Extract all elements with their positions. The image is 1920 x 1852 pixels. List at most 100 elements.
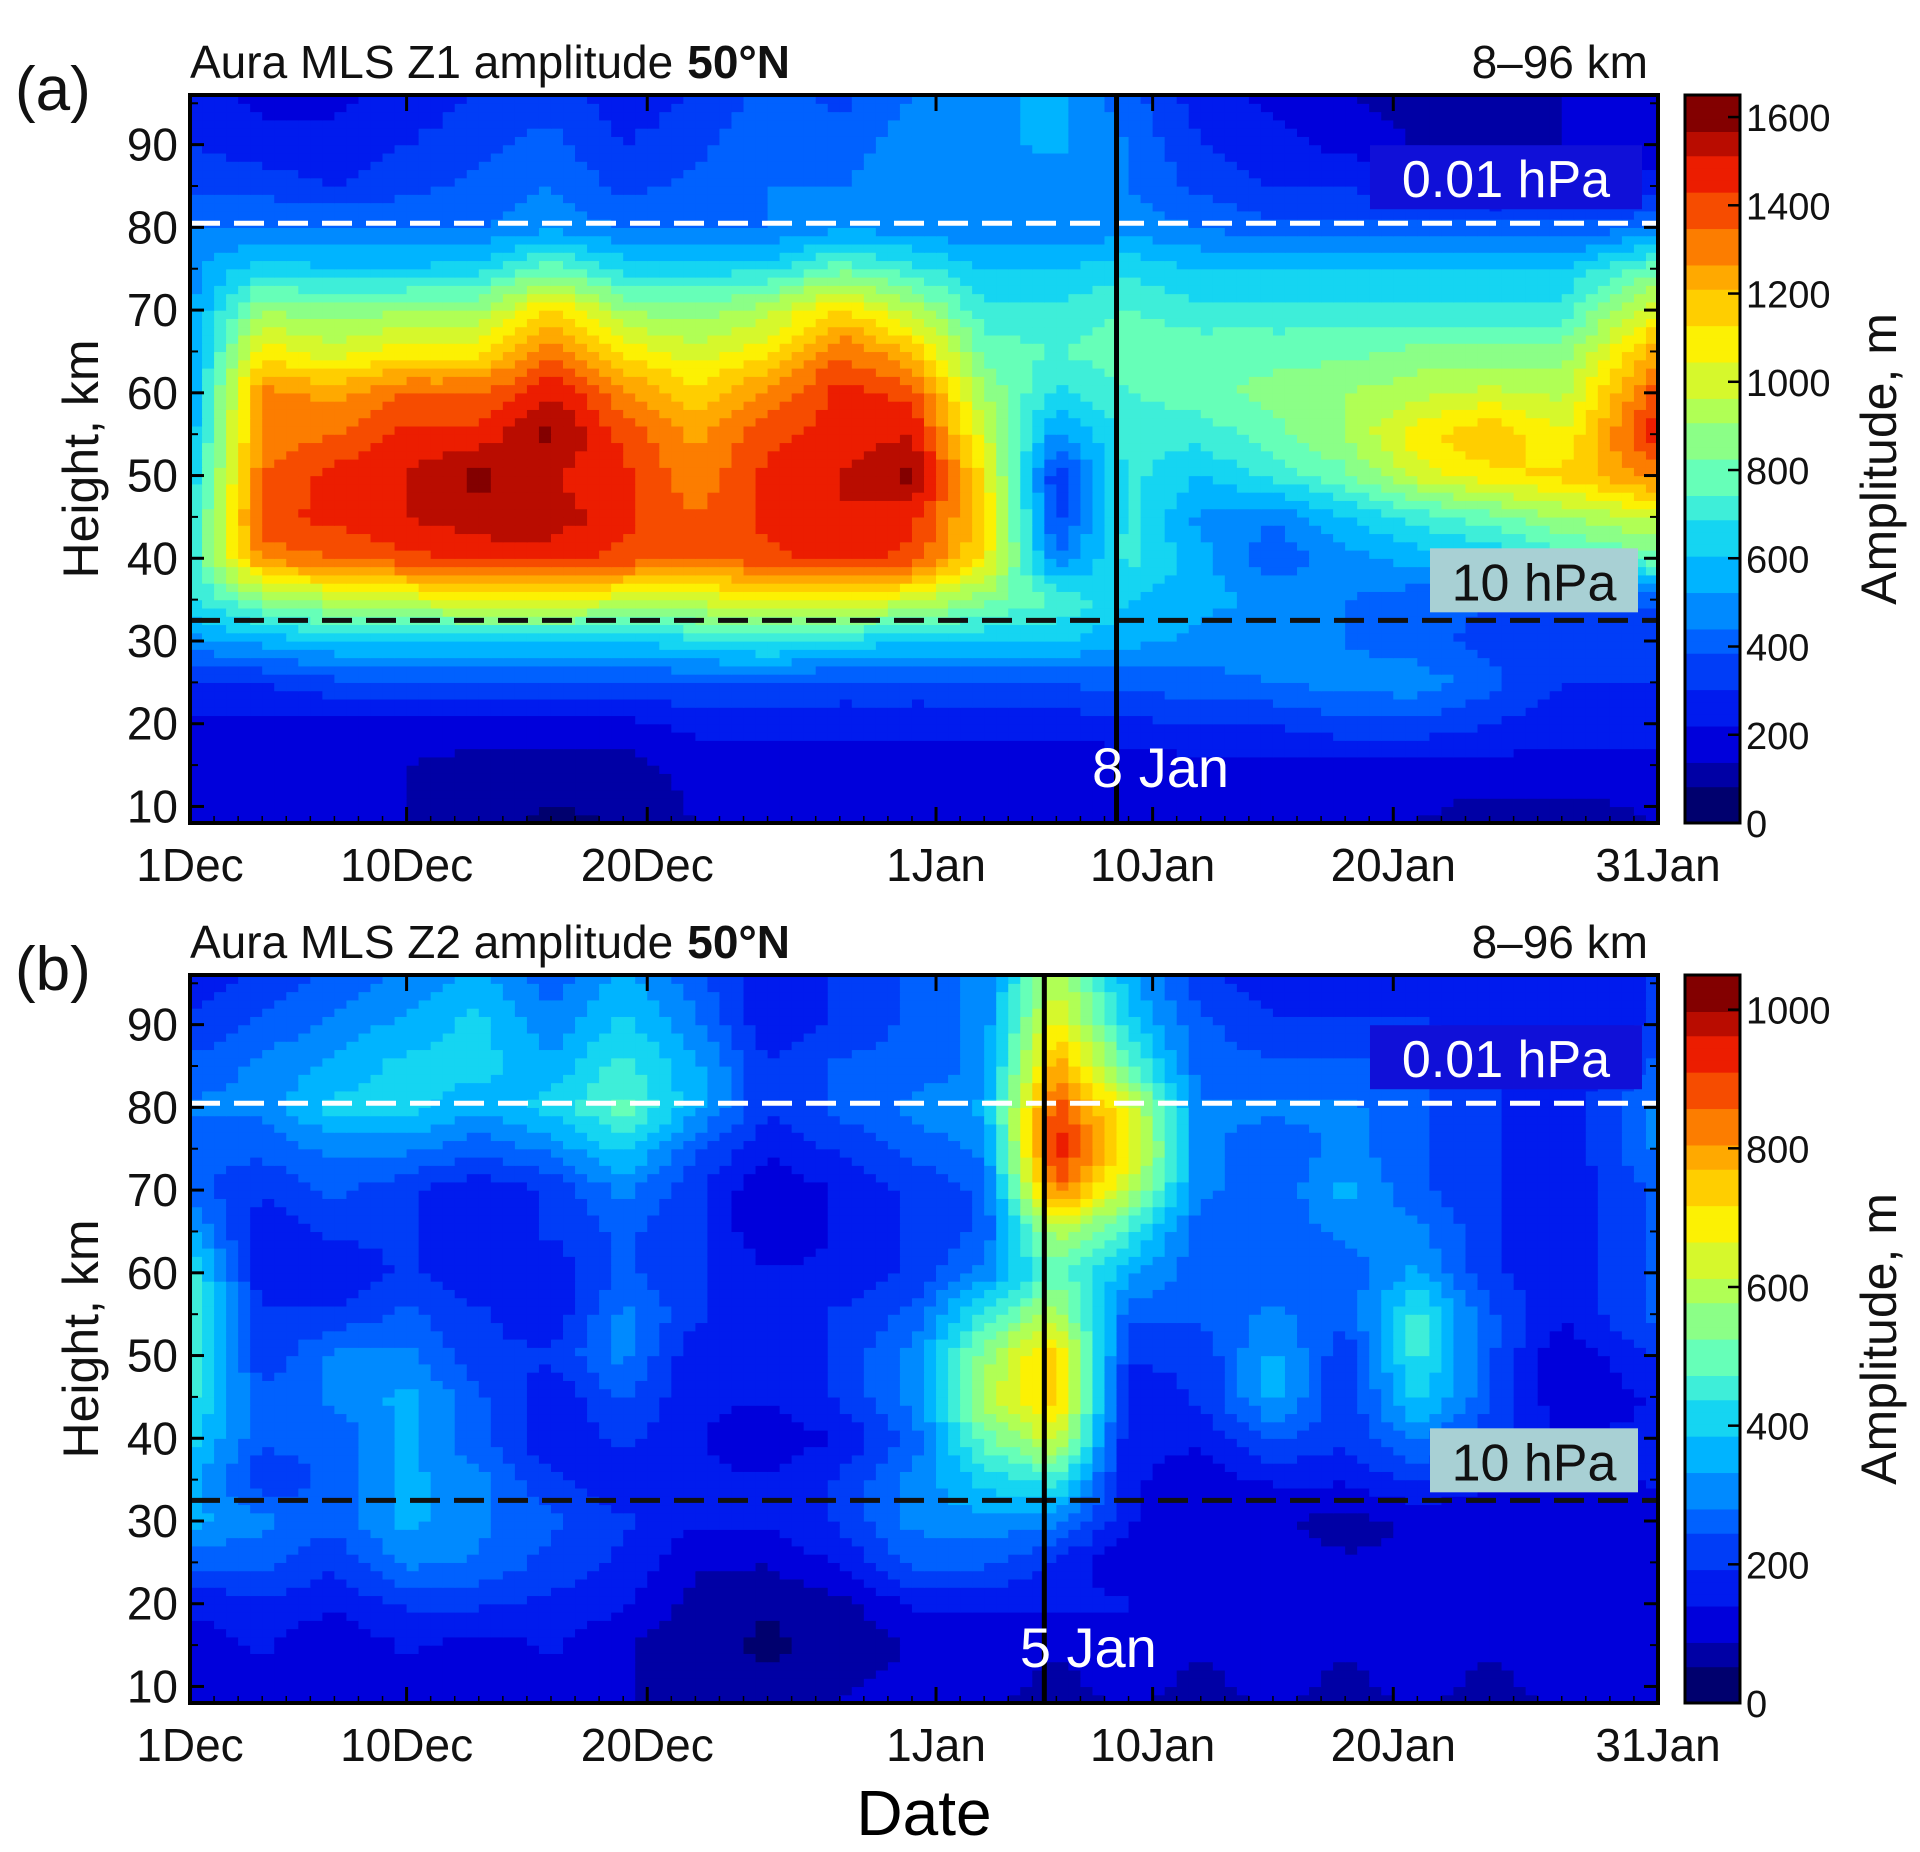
heatmap-cell bbox=[1092, 483, 1106, 493]
heatmap-cell bbox=[659, 566, 672, 576]
heatmap-cell bbox=[250, 574, 263, 584]
heatmap-cell bbox=[1044, 748, 1057, 758]
heatmap-cell bbox=[1381, 740, 1394, 750]
heatmap-cell bbox=[1357, 748, 1370, 758]
heatmap-cell bbox=[899, 707, 913, 717]
heatmap-cell bbox=[683, 781, 696, 791]
heatmap-cell bbox=[1537, 525, 1551, 535]
heatmap-cell bbox=[190, 814, 203, 824]
heatmap-cell bbox=[1068, 723, 1082, 733]
heatmap-cell bbox=[406, 765, 420, 774]
heatmap-cell bbox=[298, 641, 311, 650]
heatmap-cell bbox=[1561, 483, 1575, 493]
heatmap-cell bbox=[1573, 632, 1587, 642]
heatmap-cell bbox=[1333, 781, 1346, 791]
heatmap-cell bbox=[1417, 715, 1430, 725]
heatmap-cell bbox=[1369, 483, 1382, 493]
heatmap-cell bbox=[214, 674, 227, 683]
heatmap-cell bbox=[538, 566, 552, 576]
heatmap-cell bbox=[996, 492, 1009, 501]
heatmap-cell bbox=[358, 632, 372, 642]
heatmap-cell bbox=[286, 607, 299, 617]
heatmap-cell bbox=[514, 740, 528, 750]
heatmap-cell bbox=[948, 740, 961, 750]
heatmap-cell bbox=[1056, 649, 1069, 659]
heatmap-cell bbox=[1537, 641, 1551, 650]
heatmap-cell bbox=[490, 715, 504, 725]
heatmap-cell bbox=[1128, 525, 1142, 535]
heatmap-cell bbox=[1248, 707, 1262, 717]
heatmap-cell bbox=[526, 674, 540, 683]
heatmap-cell bbox=[611, 492, 624, 501]
heatmap-cell bbox=[1020, 723, 1033, 733]
heatmap-cell bbox=[370, 632, 384, 642]
heatmap-cell bbox=[1188, 525, 1202, 535]
heatmap-cell bbox=[1321, 566, 1334, 576]
heatmap-cell bbox=[1513, 781, 1527, 791]
heatmap-cell bbox=[1645, 550, 1659, 559]
heatmap-cell bbox=[1200, 698, 1214, 708]
heatmap-cell bbox=[286, 740, 299, 750]
heatmap-cell bbox=[683, 492, 696, 501]
heatmap-cell bbox=[1188, 492, 1202, 501]
heatmap-cell bbox=[214, 516, 227, 526]
heatmap-cell bbox=[490, 632, 504, 642]
heatmap-cell bbox=[1453, 657, 1467, 667]
heatmap-cell bbox=[238, 715, 251, 725]
heatmap-cell bbox=[1224, 632, 1238, 642]
heatmap-cell bbox=[899, 574, 913, 584]
heatmap-cell bbox=[214, 740, 227, 750]
heatmap-cell bbox=[1056, 533, 1069, 543]
heatmap-cell bbox=[1513, 732, 1527, 741]
heatmap-cell bbox=[1128, 516, 1142, 526]
heatmap-cell bbox=[827, 740, 841, 750]
heatmap-cell bbox=[731, 607, 745, 617]
heatmap-cell bbox=[1645, 781, 1659, 791]
heatmap-cell bbox=[190, 674, 203, 683]
heatmap-cell bbox=[1357, 483, 1370, 493]
heatmap-cell bbox=[899, 533, 913, 543]
heatmap-cell bbox=[563, 632, 576, 642]
heatmap-cell bbox=[1405, 748, 1418, 758]
heatmap-cell bbox=[731, 798, 745, 808]
heatmap-cell bbox=[1284, 657, 1298, 667]
heatmap-cell bbox=[1056, 740, 1069, 750]
heatmap-cell bbox=[1164, 715, 1178, 725]
heatmap-cell bbox=[286, 781, 299, 791]
heatmap-cell bbox=[1068, 591, 1082, 601]
heatmap-cell bbox=[791, 550, 805, 559]
heatmap-cell bbox=[623, 707, 636, 717]
heatmap-cell bbox=[298, 541, 311, 551]
heatmap-cell bbox=[1092, 773, 1106, 783]
heatmap-cell bbox=[1152, 516, 1166, 526]
heatmap-cell bbox=[1405, 558, 1418, 568]
heatmap-cell bbox=[490, 533, 504, 543]
heatmap-cell bbox=[1284, 483, 1298, 493]
heatmap-cell bbox=[659, 591, 672, 601]
heatmap-cell bbox=[827, 533, 841, 543]
heatmap-cell bbox=[1561, 707, 1575, 717]
heatmap-cell bbox=[1573, 756, 1587, 766]
heatmap-cell bbox=[382, 723, 396, 733]
heatmap-cell bbox=[623, 641, 636, 650]
heatmap-cell bbox=[707, 798, 721, 808]
heatmap-cell bbox=[1140, 765, 1154, 774]
heatmap-cell bbox=[1020, 508, 1033, 518]
heatmap-cell bbox=[382, 566, 396, 576]
heatmap-cell bbox=[526, 657, 540, 667]
heatmap-cell bbox=[911, 748, 925, 758]
heatmap-cell bbox=[346, 798, 360, 808]
heatmap-cell bbox=[1176, 500, 1190, 510]
heatmap-cell bbox=[214, 789, 227, 799]
heatmap-cell bbox=[911, 773, 925, 783]
heatmap-cell bbox=[514, 550, 528, 559]
heatmap-cell bbox=[623, 773, 636, 783]
heatmap-cell bbox=[1513, 508, 1527, 518]
heatmap-cell bbox=[1092, 541, 1106, 551]
heatmap-cell bbox=[418, 723, 432, 733]
heatmap-cell bbox=[815, 525, 829, 535]
heatmap-cell bbox=[791, 641, 805, 650]
heatmap-cell bbox=[274, 541, 287, 551]
heatmap-cell bbox=[1417, 574, 1430, 584]
heatmap-cell bbox=[550, 525, 564, 535]
